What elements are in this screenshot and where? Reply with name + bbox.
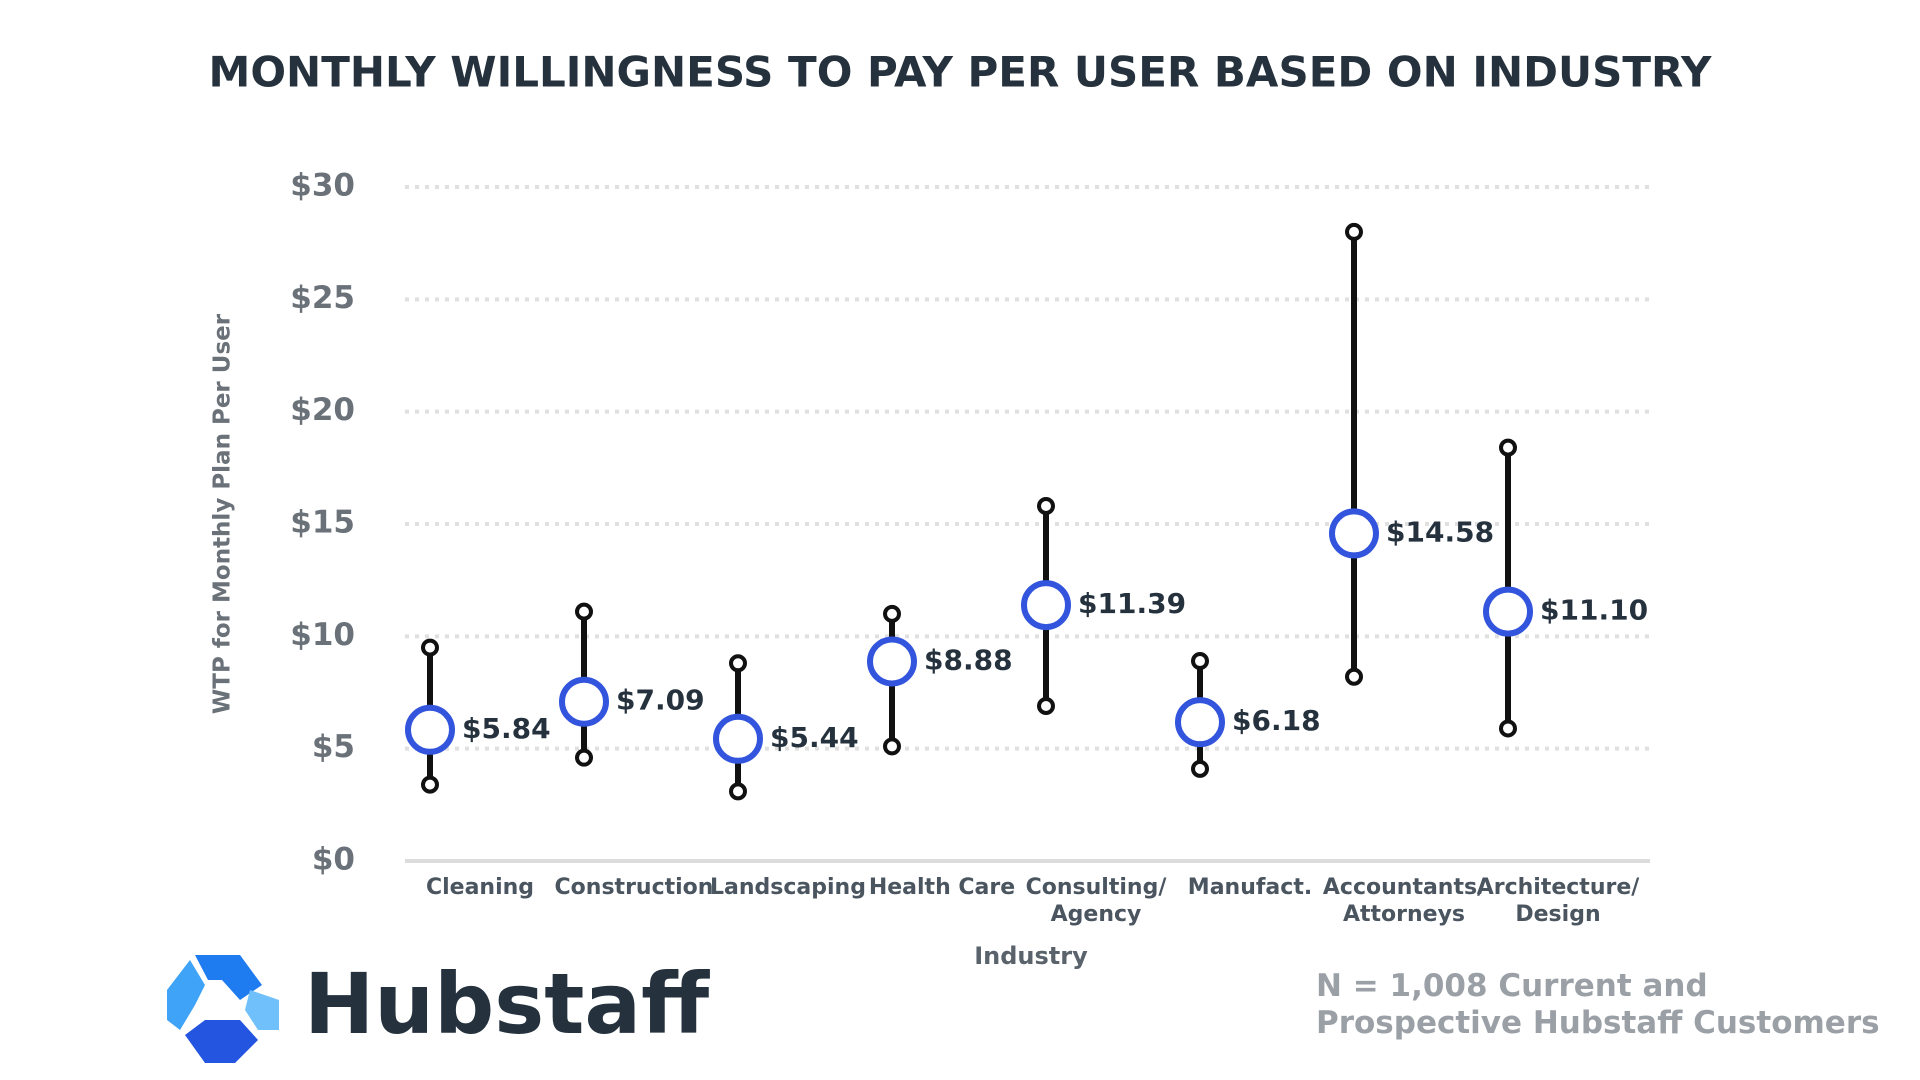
low-marker [421, 775, 439, 794]
mid-marker [405, 704, 455, 755]
value-label: $14.58 [1386, 515, 1494, 548]
high-marker [575, 602, 593, 621]
y-tick-label: $20 [290, 392, 355, 428]
x-tick-label: Construction [554, 875, 714, 900]
value-label: $6.18 [1232, 704, 1321, 737]
low-marker [1499, 719, 1517, 738]
chart-title: MONTHLY WILLINGNESS TO PAY PER USER BASE… [209, 48, 1712, 97]
high-marker [1191, 652, 1209, 671]
x-tick-label: Consulting/ Agency [1025, 875, 1167, 927]
logo-text: Hubstaff [304, 955, 710, 1053]
value-label: $5.44 [770, 721, 859, 754]
mid-marker [559, 676, 609, 727]
high-marker [1345, 222, 1363, 241]
mid-marker [1483, 586, 1533, 637]
value-label: $11.10 [1540, 594, 1648, 627]
y-tick-label: $15 [290, 505, 355, 541]
value-label: $11.39 [1078, 587, 1186, 620]
mid-marker [1175, 697, 1225, 748]
high-marker [883, 604, 901, 623]
x-tick-label: Architecture/ Design [1476, 875, 1640, 927]
low-marker [883, 737, 901, 756]
logo-icon [167, 955, 279, 1063]
y-tick-label: $0 [312, 842, 355, 878]
high-marker [729, 654, 747, 673]
high-marker [1499, 438, 1517, 457]
low-marker [1037, 696, 1055, 715]
low-marker [1191, 759, 1209, 778]
mid-marker [713, 713, 763, 764]
mid-marker [1021, 580, 1071, 631]
x-axis-label: Industry [974, 942, 1088, 970]
x-tick-label: Health Care [868, 875, 1016, 900]
x-tick-label: Accountants/ Attorneys [1322, 875, 1486, 927]
high-marker [421, 638, 439, 657]
low-marker [1345, 667, 1363, 686]
high-marker [1037, 497, 1055, 516]
low-marker [575, 748, 593, 767]
x-tick-label: Landscaping [710, 875, 866, 900]
y-tick-label: $30 [290, 168, 355, 204]
mid-marker [867, 636, 917, 687]
value-label: $7.09 [616, 684, 705, 717]
y-axis-label: WTP for Monthly Plan Per User [210, 313, 236, 714]
low-marker [729, 782, 747, 801]
mid-marker [1329, 508, 1379, 559]
y-tick-label: $10 [290, 617, 355, 653]
value-label: $8.88 [924, 643, 1013, 676]
value-label: $5.84 [462, 712, 551, 745]
y-tick-label: $25 [290, 280, 355, 316]
y-tick-label: $5 [312, 729, 355, 765]
footnote: N = 1,008 Current and Prospective Hubsta… [1316, 968, 1880, 1041]
x-tick-label: Cleaning [425, 875, 535, 900]
x-tick-label: Manufact. [1187, 875, 1313, 900]
